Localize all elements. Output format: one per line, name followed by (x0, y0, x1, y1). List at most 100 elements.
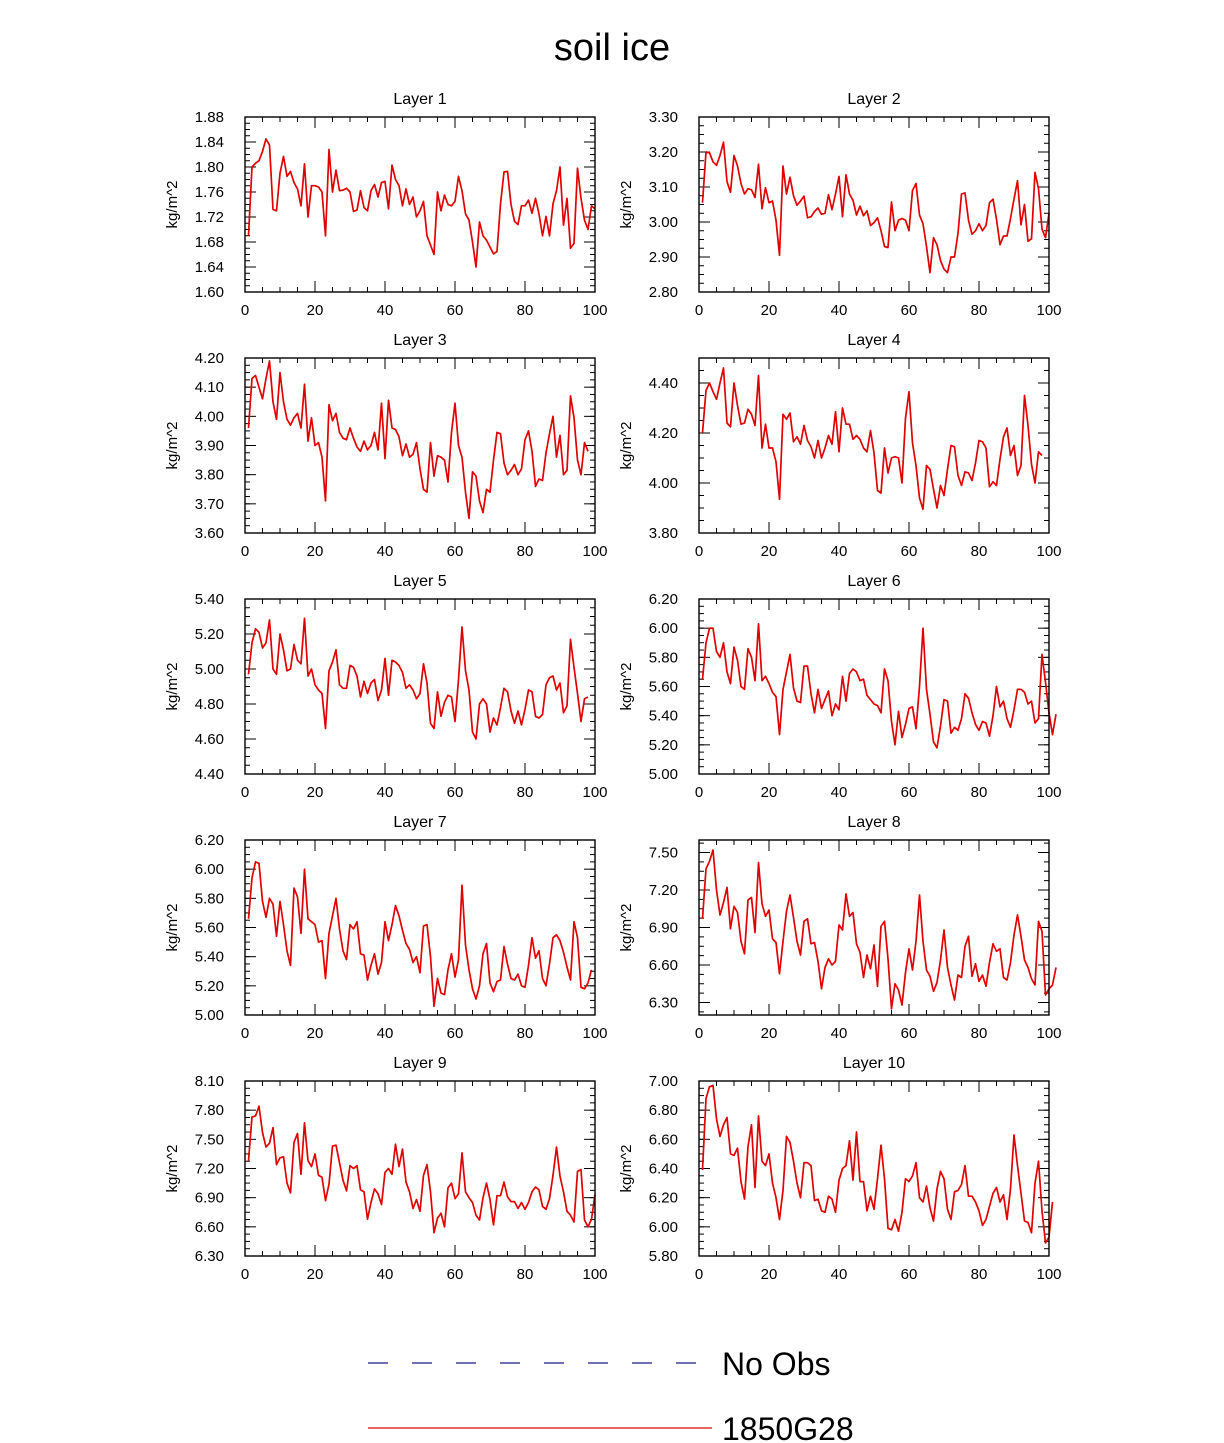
plot-frame (244, 839, 596, 1016)
x-tick-label: 60 (901, 1025, 918, 1042)
y-axis-label: kg/m^2 (164, 181, 181, 229)
series-line-1850g28 (247, 360, 589, 520)
x-tick-label: 40 (377, 1266, 394, 1283)
panel-layer-4: Layer 4 kg/m^2 0 20 40 60 80 100 3.80 4.00 4.20 4.4… (618, 332, 1062, 560)
x-tick-label: 100 (582, 302, 607, 319)
tick-marks (244, 357, 596, 534)
x-tick-label: 100 (1036, 784, 1061, 801)
series-line-1850g28 (701, 367, 1043, 511)
x-tick-label: 80 (517, 1266, 534, 1283)
panel-title: Layer 4 (847, 332, 900, 349)
x-tick-label: 20 (307, 784, 324, 801)
x-tick-label: 80 (517, 302, 534, 319)
series-line-1850g28 (247, 861, 593, 1008)
y-tick-label: 7.20 (649, 882, 678, 899)
x-tick-label: 80 (971, 1266, 988, 1283)
y-tick-label: 1.76 (195, 184, 224, 201)
y-axis-label: kg/m^2 (618, 904, 635, 952)
y-tick-label: 8.10 (195, 1073, 224, 1090)
x-tick-label: 80 (971, 302, 988, 319)
tick-marks (698, 357, 1050, 534)
plot-frame (244, 357, 596, 534)
x-tick-label: 80 (971, 784, 988, 801)
y-tick-label: 5.00 (649, 766, 678, 783)
y-tick-label: 5.20 (195, 978, 224, 995)
tick-marks (244, 1080, 596, 1257)
y-tick-label: 6.90 (195, 1190, 224, 1207)
panel-layer-10: Layer 10 kg/m^2 0 20 40 60 80 100 5.80 6.00 6.20 6.… (618, 1055, 1062, 1283)
tick-marks (698, 840, 1050, 1015)
y-tick-label: 6.00 (649, 620, 678, 637)
x-tick-label: 40 (831, 1266, 848, 1283)
x-tick-label: 100 (1036, 543, 1061, 560)
y-axis-label: kg/m^2 (164, 663, 181, 711)
y-tick-label: 5.20 (649, 737, 678, 754)
x-tick-label: 20 (307, 1025, 324, 1042)
x-tick-label: 20 (307, 302, 324, 319)
y-tick-label: 6.90 (649, 920, 678, 937)
y-tick-label: 5.40 (649, 708, 678, 725)
y-tick-label: 6.20 (649, 591, 678, 608)
y-axis-label: kg/m^2 (164, 1145, 181, 1193)
x-tick-label: 0 (695, 543, 703, 560)
x-tick-label: 0 (695, 1025, 703, 1042)
x-tick-label: 20 (761, 1266, 778, 1283)
plot-frame (698, 1080, 1050, 1257)
y-tick-label: 7.00 (649, 1073, 678, 1090)
x-tick-label: 40 (831, 784, 848, 801)
x-tick-label: 60 (447, 302, 464, 319)
x-tick-label: 60 (901, 543, 918, 560)
x-tick-label: 0 (695, 784, 703, 801)
y-tick-label: 6.20 (649, 1190, 678, 1207)
x-tick-label: 60 (901, 784, 918, 801)
y-tick-label: 6.40 (649, 1161, 678, 1178)
x-tick-label: 0 (241, 1266, 249, 1283)
y-tick-label: 5.00 (195, 661, 224, 678)
y-tick-label: 6.60 (649, 957, 678, 974)
x-tick-label: 80 (517, 543, 534, 560)
y-tick-label: 3.80 (649, 525, 678, 542)
y-tick-label: 3.10 (649, 179, 678, 196)
panel-title: Layer 2 (847, 91, 900, 108)
x-tick-label: 0 (241, 543, 249, 560)
plot-frame (698, 116, 1050, 293)
x-tick-label: 100 (1036, 302, 1061, 319)
panel-layer-1: Layer 1 kg/m^2 0 20 40 60 80 100 1.60 1.64 1.68 1.7… (164, 91, 608, 319)
y-tick-label: 4.10 (195, 379, 224, 396)
tick-marks (698, 116, 1050, 293)
x-tick-label: 80 (971, 543, 988, 560)
x-tick-label: 0 (695, 1266, 703, 1283)
x-tick-label: 100 (582, 1266, 607, 1283)
y-tick-label: 1.68 (195, 234, 224, 251)
y-axis-label: kg/m^2 (618, 181, 635, 229)
y-tick-label: 1.88 (195, 109, 224, 126)
plot-frame (698, 839, 1050, 1016)
y-tick-label: 3.80 (195, 467, 224, 484)
panel-title: Layer 5 (393, 573, 446, 590)
x-tick-label: 80 (517, 784, 534, 801)
tick-marks (244, 116, 596, 293)
x-tick-label: 100 (582, 543, 607, 560)
x-tick-label: 100 (1036, 1266, 1061, 1283)
y-tick-label: 4.00 (195, 408, 224, 425)
y-tick-label: 5.80 (195, 890, 224, 907)
x-tick-label: 20 (761, 302, 778, 319)
y-tick-label: 3.90 (195, 438, 224, 455)
series-line-1850g28 (701, 622, 1057, 749)
legend: No Obs 1850G28 (368, 1346, 854, 1443)
series-line-1850g28 (247, 1105, 596, 1234)
x-tick-label: 0 (241, 1025, 249, 1042)
x-tick-label: 60 (901, 302, 918, 319)
y-tick-label: 1.72 (195, 209, 224, 226)
y-axis-label: kg/m^2 (618, 422, 635, 470)
tick-marks (698, 1080, 1050, 1257)
x-tick-label: 60 (447, 1025, 464, 1042)
panel-layer-5: Layer 5 kg/m^2 0 20 40 60 80 100 4.40 4.60 4.80 5.0… (164, 573, 608, 801)
x-tick-label: 0 (695, 302, 703, 319)
y-tick-label: 6.20 (195, 832, 224, 849)
y-axis-label: kg/m^2 (164, 904, 181, 952)
x-tick-label: 40 (377, 302, 394, 319)
legend-label-no-obs: No Obs (722, 1346, 830, 1382)
panel-title: Layer 1 (393, 91, 446, 108)
y-tick-label: 7.20 (195, 1161, 224, 1178)
